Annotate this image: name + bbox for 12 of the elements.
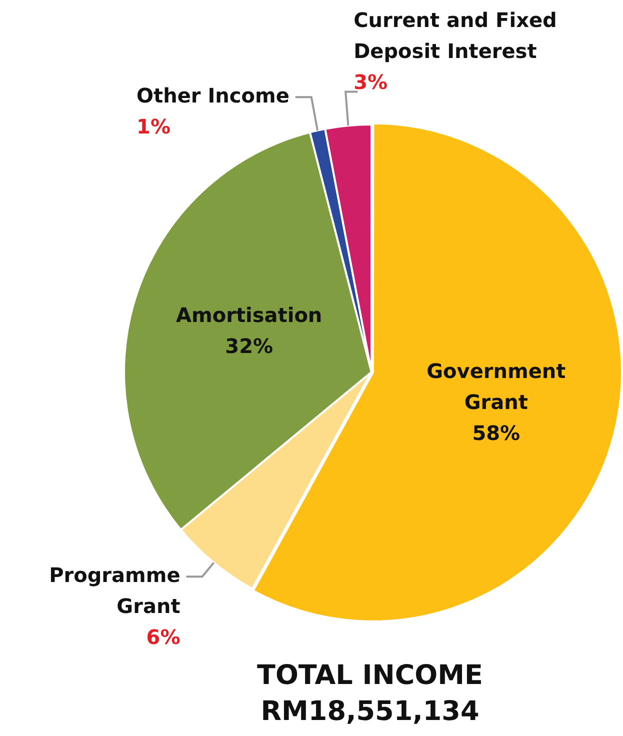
data-label: 3% (354, 70, 388, 94)
data-label: 58% (472, 421, 520, 446)
data-label: 6% (146, 624, 180, 649)
slice-label: Other Income (136, 83, 290, 108)
data-label: 1% (136, 114, 170, 138)
text: TOTAL INCOME (256, 659, 484, 693)
slice-label: Amortisation (176, 302, 322, 327)
data-label: 32% (225, 334, 274, 358)
slice-label: Government Grant (426, 359, 566, 414)
slice-label: Current and Fixed Deposit Interest (354, 8, 557, 63)
slice-label: Programme Grant (49, 562, 181, 618)
text: RM18,551,134 (260, 695, 480, 729)
